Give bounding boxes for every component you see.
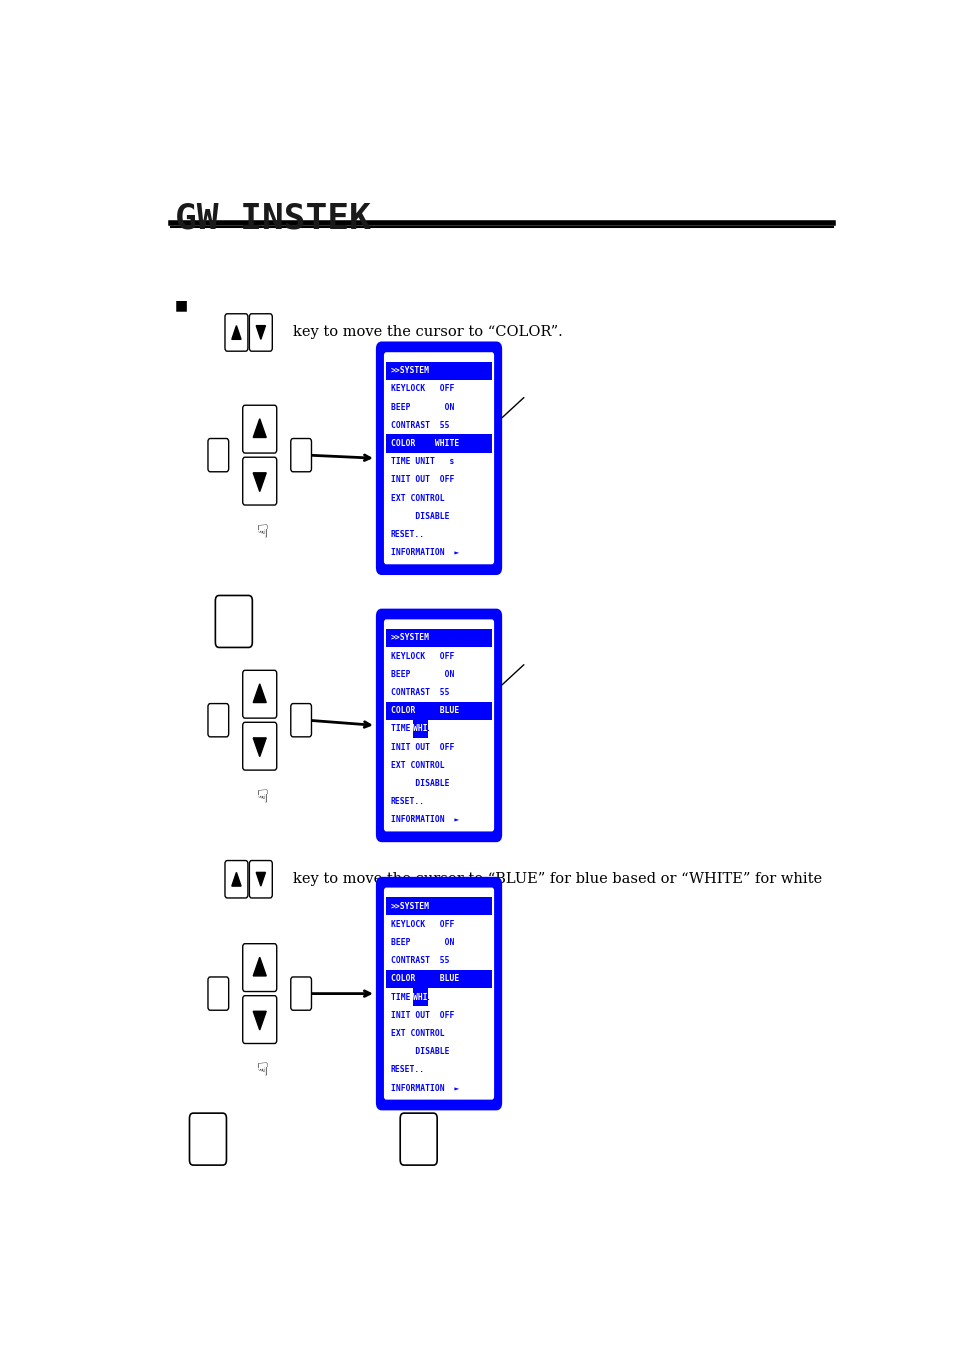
FancyBboxPatch shape [413, 988, 428, 1006]
Text: COLOR     BLUE: COLOR BLUE [390, 706, 458, 716]
FancyBboxPatch shape [291, 977, 311, 1010]
Text: TIME UNIT   s: TIME UNIT s [390, 458, 454, 466]
Text: ☞: ☞ [251, 788, 269, 805]
FancyBboxPatch shape [242, 944, 276, 991]
FancyBboxPatch shape [225, 860, 248, 898]
Text: EXT CONTROL: EXT CONTROL [390, 494, 444, 502]
Text: key to move the cursor to “BLUE” for blue based or “WHITE” for white: key to move the cursor to “BLUE” for blu… [293, 872, 821, 886]
Text: CONTRAST  55: CONTRAST 55 [390, 688, 449, 697]
Text: BEEP       ON: BEEP ON [390, 402, 454, 412]
Text: INIT OUT  OFF: INIT OUT OFF [390, 1011, 454, 1019]
Text: DISABLE: DISABLE [390, 779, 449, 788]
FancyBboxPatch shape [208, 977, 229, 1010]
FancyBboxPatch shape [291, 439, 311, 471]
Text: WHITE: WHITE [413, 725, 437, 733]
Text: WHITE: WHITE [413, 992, 437, 1002]
Text: KEYLOCK   OFF: KEYLOCK OFF [390, 385, 454, 393]
FancyBboxPatch shape [291, 703, 311, 737]
Text: ✋: ✋ [256, 529, 266, 544]
FancyBboxPatch shape [208, 439, 229, 471]
Polygon shape [253, 1011, 266, 1030]
Text: EXT CONTROL: EXT CONTROL [390, 1029, 444, 1038]
FancyBboxPatch shape [386, 896, 492, 915]
FancyBboxPatch shape [386, 702, 492, 720]
FancyBboxPatch shape [400, 1114, 436, 1165]
Text: TIME UNI: TIME UNI [390, 725, 429, 733]
Text: INFORMATION  ►: INFORMATION ► [390, 548, 458, 558]
FancyBboxPatch shape [225, 313, 248, 351]
Text: RESET..: RESET.. [390, 1065, 424, 1075]
Text: BEEP       ON: BEEP ON [390, 938, 454, 946]
FancyBboxPatch shape [383, 887, 494, 1100]
FancyBboxPatch shape [190, 1114, 226, 1165]
FancyBboxPatch shape [386, 435, 492, 452]
FancyBboxPatch shape [242, 405, 276, 454]
FancyBboxPatch shape [376, 879, 500, 1108]
Polygon shape [253, 418, 266, 437]
Text: DISABLE: DISABLE [390, 1048, 449, 1056]
FancyBboxPatch shape [242, 671, 276, 718]
Text: GW INSTEK: GW INSTEK [174, 201, 370, 235]
Text: key to move the cursor to “COLOR”.: key to move the cursor to “COLOR”. [293, 325, 562, 339]
FancyBboxPatch shape [208, 703, 229, 737]
Text: INIT OUT  OFF: INIT OUT OFF [390, 475, 454, 485]
Text: ✋: ✋ [256, 1068, 266, 1083]
Text: ☞: ☞ [251, 1061, 269, 1077]
FancyBboxPatch shape [413, 720, 428, 738]
Polygon shape [253, 684, 266, 702]
FancyBboxPatch shape [376, 610, 500, 841]
Text: >>SYSTEM: >>SYSTEM [390, 366, 429, 375]
FancyBboxPatch shape [386, 969, 492, 988]
Polygon shape [256, 872, 265, 886]
Text: INFORMATION  ►: INFORMATION ► [390, 815, 458, 825]
FancyBboxPatch shape [242, 996, 276, 1044]
FancyBboxPatch shape [215, 595, 252, 648]
FancyBboxPatch shape [249, 313, 272, 351]
FancyBboxPatch shape [386, 362, 492, 379]
Text: EXT CONTROL: EXT CONTROL [390, 761, 444, 770]
Text: ■: ■ [174, 298, 188, 312]
Text: INFORMATION  ►: INFORMATION ► [390, 1084, 458, 1092]
Text: KEYLOCK   OFF: KEYLOCK OFF [390, 919, 454, 929]
Polygon shape [232, 872, 241, 886]
Polygon shape [253, 738, 266, 756]
Text: RESET..: RESET.. [390, 798, 424, 806]
Text: CONTRAST  55: CONTRAST 55 [390, 956, 449, 965]
Polygon shape [232, 325, 241, 339]
Text: DISABLE: DISABLE [390, 512, 449, 521]
FancyBboxPatch shape [383, 620, 494, 832]
Text: TIME UNI: TIME UNI [390, 992, 429, 1002]
FancyBboxPatch shape [242, 722, 276, 769]
Text: KEYLOCK   OFF: KEYLOCK OFF [390, 652, 454, 660]
Text: CONTRAST  55: CONTRAST 55 [390, 421, 449, 429]
FancyBboxPatch shape [242, 458, 276, 505]
Text: RESET..: RESET.. [390, 531, 424, 539]
FancyBboxPatch shape [376, 343, 500, 574]
Polygon shape [253, 472, 266, 491]
Text: BEEP       ON: BEEP ON [390, 670, 454, 679]
Text: INIT OUT  OFF: INIT OUT OFF [390, 743, 454, 752]
FancyBboxPatch shape [386, 629, 492, 647]
Text: COLOR    WHITE: COLOR WHITE [390, 439, 458, 448]
FancyBboxPatch shape [383, 352, 494, 564]
Polygon shape [253, 957, 266, 976]
Text: >>SYSTEM: >>SYSTEM [390, 902, 429, 910]
Text: >>SYSTEM: >>SYSTEM [390, 633, 429, 643]
Text: COLOR     BLUE: COLOR BLUE [390, 975, 458, 983]
Text: ✋: ✋ [256, 794, 266, 809]
Polygon shape [256, 325, 265, 339]
Text: ☞: ☞ [251, 522, 269, 539]
FancyBboxPatch shape [249, 860, 272, 898]
